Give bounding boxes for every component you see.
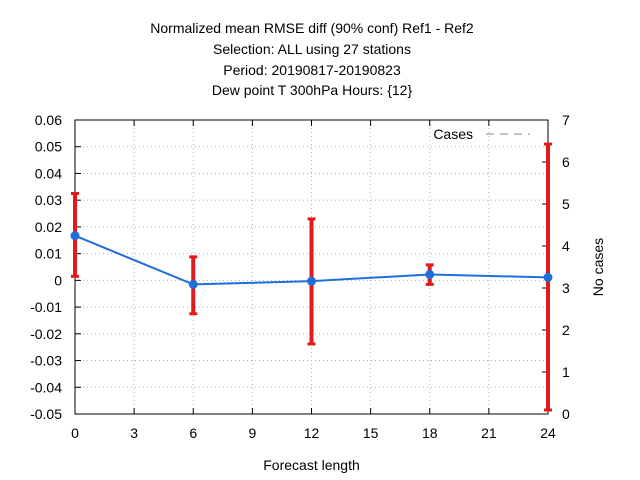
data-point [70,231,80,241]
title-line-2: Selection: ALL using 27 stations [213,41,411,57]
x-axis-label: Forecast length [263,457,360,473]
x-tick-label: 12 [304,425,320,441]
y-tick-label: 0 [54,272,62,288]
y2-tick-label: 7 [562,112,570,128]
y2-tick-label: 5 [562,196,570,212]
y2-axis-label: No cases [590,238,606,296]
y-tick-label: -0.04 [30,379,62,395]
y-tick-label: -0.05 [30,406,62,422]
data-point [425,269,435,279]
y-tick-label: 0.02 [35,219,62,235]
legend-label-cases: Cases [433,126,473,142]
y-tick-label: -0.01 [30,299,62,315]
y-tick-label: -0.03 [30,353,62,369]
y-tick-label: 0.05 [35,139,62,155]
y2-tick-label: 1 [562,364,570,380]
data-point [188,279,198,289]
y-tick-label: 0.04 [35,165,62,181]
title-line-4: Dew point T 300hPa Hours: {12} [211,82,413,98]
y-tick-label: 0.03 [35,192,62,208]
x-tick-label: 9 [248,425,256,441]
y-tick-label: 0.06 [35,112,62,128]
y-tick-label: -0.02 [30,326,62,342]
y2-tick-label: 4 [562,238,570,254]
y2-tick-label: 6 [562,154,570,170]
x-tick-label: 3 [130,425,138,441]
data-point [543,272,553,282]
title-line-1: Normalized mean RMSE diff (90% conf) Ref… [150,20,474,36]
title-line-3: Period: 20190817-20190823 [223,62,401,78]
series-marks [70,142,553,412]
data-point [307,276,316,286]
x-tick-label: 21 [481,425,497,441]
y2-tick-label: 0 [562,406,570,422]
x-tick-label: 0 [71,425,79,441]
y2-tick-label: 2 [562,322,570,338]
x-tick-label: 18 [422,425,438,441]
y2-tick-label: 3 [562,280,570,296]
x-tick-label: 15 [363,425,379,441]
legend: Cases [433,126,530,142]
x-tick-label: 6 [189,425,197,441]
axis-ticks: 0 3 6 9 12 15 18 21 24-0.05-0.04-0.03-0.02-0.010… [30,112,570,441]
y-tick-label: 0.01 [35,246,62,262]
x-tick-label: 24 [540,425,556,441]
